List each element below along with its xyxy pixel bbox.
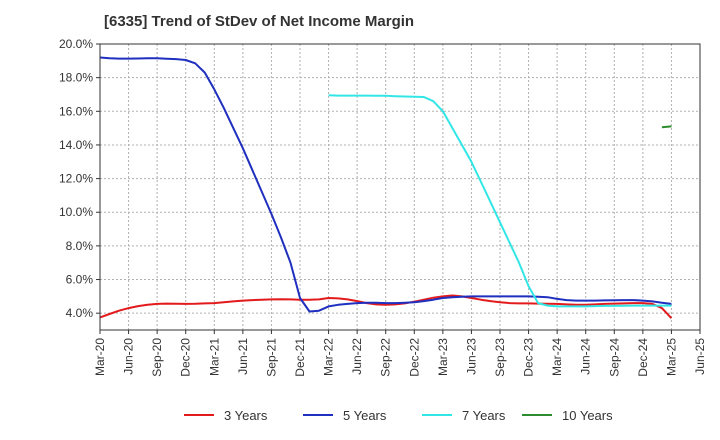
legend-label: 3 Years — [224, 408, 268, 423]
y-tick-label: 20.0% — [59, 37, 93, 51]
y-tick-label: 16.0% — [59, 104, 93, 118]
x-tick-label: Jun-22 — [350, 338, 364, 375]
plot-frame — [99, 43, 701, 331]
chart-title: [6335] Trend of StDev of Net Income Marg… — [104, 13, 415, 30]
x-tick-label: Sep-22 — [379, 338, 393, 377]
x-tick-label: Jun-21 — [236, 338, 250, 375]
x-axis-ticks: Mar-20 Jun-20 Sep-20 Dec-20 Mar-21 Jun-21 Sep-… — [93, 330, 707, 377]
x-tick-label: Mar-21 — [207, 338, 221, 376]
x-tick-label: Sep-20 — [150, 338, 164, 377]
legend: 3 Years 5 Years 7 Years 10 Years — [184, 408, 613, 423]
x-tick-label: Mar-25 — [664, 338, 678, 376]
series-layer — [99, 56, 673, 319]
x-tick-label: Dec-20 — [179, 338, 193, 377]
x-tick-label: Sep-24 — [607, 338, 621, 377]
legend-label: 7 Years — [462, 408, 506, 423]
y-tick-label: 6.0% — [66, 273, 94, 287]
series-line-5-years — [99, 56, 672, 313]
x-tick-label: Mar-23 — [436, 338, 450, 376]
x-tick-label: Mar-24 — [550, 338, 564, 376]
series-line-3-years — [99, 294, 673, 319]
y-tick-label: 12.0% — [59, 172, 93, 186]
y-tick-label: 14.0% — [59, 138, 93, 152]
y-tick-label: 4.0% — [66, 306, 94, 320]
x-tick-label: Jun-20 — [122, 338, 136, 375]
y-tick-label: 18.0% — [59, 71, 93, 85]
x-tick-label: Dec-24 — [636, 338, 650, 377]
x-tick-label: Sep-21 — [264, 338, 278, 377]
x-tick-label: Jun-25 — [693, 338, 707, 375]
x-tick-label: Dec-23 — [522, 338, 536, 377]
legend-label: 10 Years — [562, 408, 613, 423]
x-tick-label: Dec-22 — [407, 338, 421, 377]
y-tick-label: 8.0% — [66, 239, 94, 253]
y-axis-ticks: 4.0% 6.0% 8.0% 10.0% 12.0% 14.0% 16.0% 18.0% 20.… — [59, 37, 100, 320]
series-line-7-years — [328, 94, 672, 308]
x-tick-label: Jun-24 — [579, 338, 593, 375]
x-tick-label: Mar-20 — [93, 338, 107, 376]
y-tick-label: 10.0% — [59, 205, 93, 219]
x-tick-label: Dec-21 — [293, 338, 307, 377]
series-line-10-years — [661, 125, 672, 129]
x-tick-label: Jun-23 — [464, 338, 478, 375]
x-tick-label: Sep-23 — [493, 338, 507, 377]
x-tick-label: Mar-22 — [322, 338, 336, 376]
plot-background — [100, 44, 700, 330]
legend-label: 5 Years — [343, 408, 387, 423]
